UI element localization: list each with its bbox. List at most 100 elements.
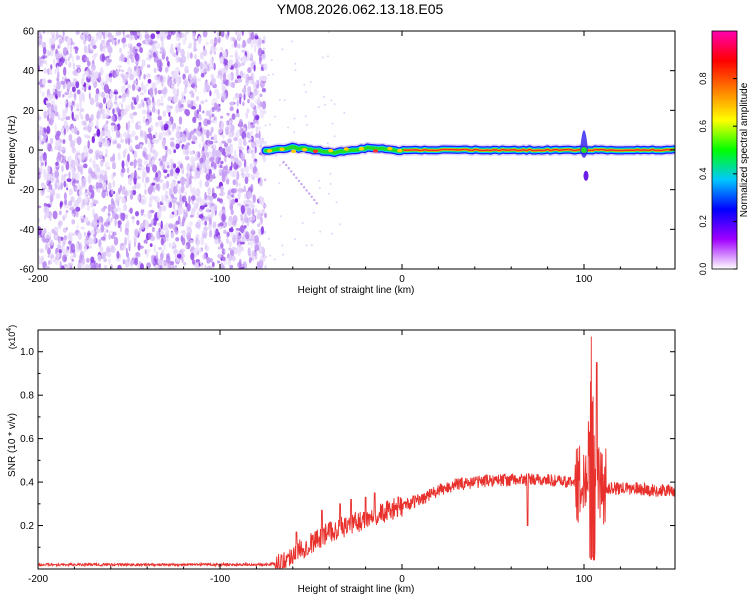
noise-speckle [68, 200, 73, 207]
noise-speckle [194, 53, 197, 60]
noise-speckle [238, 258, 242, 268]
noise-speckle [109, 156, 114, 162]
noise-speckle [157, 258, 163, 266]
noise-speckle [163, 169, 168, 174]
noise-speckle [86, 205, 90, 211]
noise-speckle [103, 181, 107, 191]
noise-speckle [107, 39, 113, 43]
noise-speckle [253, 43, 257, 53]
noise-speckle [79, 107, 85, 113]
noise-speckle [240, 204, 246, 215]
noise-speckle [71, 147, 77, 154]
noise-speckle [242, 101, 245, 107]
snr-x-tick-label: 0 [399, 574, 405, 585]
noise-speckle [78, 254, 83, 263]
noise-speckle [59, 260, 62, 269]
noise-speckle [75, 127, 79, 132]
noise-speckle [140, 263, 144, 269]
noise-speckle [256, 126, 262, 131]
spike-lobe [583, 170, 589, 181]
noise-speckle [107, 210, 111, 219]
noise-speckle [51, 105, 54, 112]
noise-speckle [197, 151, 201, 159]
noise-speckle [84, 32, 87, 42]
noise-speckle [184, 191, 187, 197]
noise-speckle [281, 244, 284, 247]
noise-speckle [113, 236, 119, 246]
noise-speckle [260, 255, 264, 262]
noise-speckle [60, 147, 66, 151]
noise-speckle [139, 223, 145, 230]
noise-speckle [52, 210, 58, 220]
noise-speckle [83, 133, 89, 138]
noise-speckle [114, 218, 117, 227]
noise-speckle [211, 211, 216, 215]
noise-speckle [199, 179, 202, 189]
noise-speckle [56, 77, 60, 82]
noise-speckle [191, 259, 196, 265]
noise-speckle [48, 37, 52, 46]
noise-speckle [158, 120, 164, 128]
noise-speckle [125, 137, 128, 145]
noise-speckle [138, 43, 141, 48]
noise-speckle [301, 221, 304, 224]
noise-speckle [88, 184, 93, 193]
noise-speckle [229, 101, 235, 106]
noise-speckle [76, 225, 80, 229]
noise-speckle [156, 210, 162, 220]
noise-speckle [235, 31, 238, 36]
noise-speckle [161, 194, 164, 204]
noise-speckle [192, 116, 197, 124]
noise-speckle [153, 55, 159, 63]
noise-speckle [132, 189, 137, 196]
noise-speckle [75, 210, 79, 218]
noise-speckle [116, 250, 120, 259]
noise-speckle [133, 80, 138, 84]
noise-speckle [68, 61, 72, 68]
noise-speckle [70, 83, 76, 87]
noise-speckle [180, 107, 186, 112]
noise-speckle [84, 195, 89, 204]
noise-speckle [72, 77, 76, 82]
noise-speckle [165, 56, 169, 62]
noise-speckle [121, 197, 126, 204]
noise-speckle [57, 220, 62, 229]
noise-speckle [240, 146, 244, 151]
noise-speckle [198, 214, 204, 219]
noise-speckle [131, 216, 135, 220]
noise-speckle [157, 201, 160, 209]
noise-speckle [95, 88, 100, 95]
noise-speckle [62, 66, 67, 76]
noise-speckle [173, 149, 177, 154]
noise-speckle [111, 38, 114, 45]
noise-speckle [183, 144, 189, 150]
noise-speckle [201, 198, 207, 206]
noise-speckle [129, 259, 134, 266]
noise-speckle [206, 165, 211, 170]
noise-speckle [49, 137, 54, 145]
noise-speckle [86, 50, 89, 55]
noise-speckle [318, 179, 320, 182]
noise-speckle [204, 220, 207, 226]
noise-speckle [222, 150, 226, 157]
noise-speckle [243, 72, 246, 79]
noise-speckle [122, 131, 128, 138]
noise-speckle [121, 245, 127, 251]
noise-speckle [131, 96, 136, 101]
noise-speckle [39, 84, 44, 88]
noise-speckle [95, 119, 99, 129]
noise-speckle [71, 128, 75, 134]
noise-speckle [283, 99, 286, 102]
noise-speckle [75, 186, 78, 192]
noise-speckle [216, 103, 220, 113]
noise-speckle [183, 261, 187, 266]
noise-speckle [143, 196, 147, 205]
noise-speckle [134, 228, 139, 237]
noise-speckle [87, 60, 91, 67]
noise-speckle [97, 187, 101, 194]
spike-core [581, 147, 587, 153]
noise-speckle [62, 238, 66, 246]
noise-speckle [206, 63, 211, 72]
noise-speckle [139, 92, 145, 96]
